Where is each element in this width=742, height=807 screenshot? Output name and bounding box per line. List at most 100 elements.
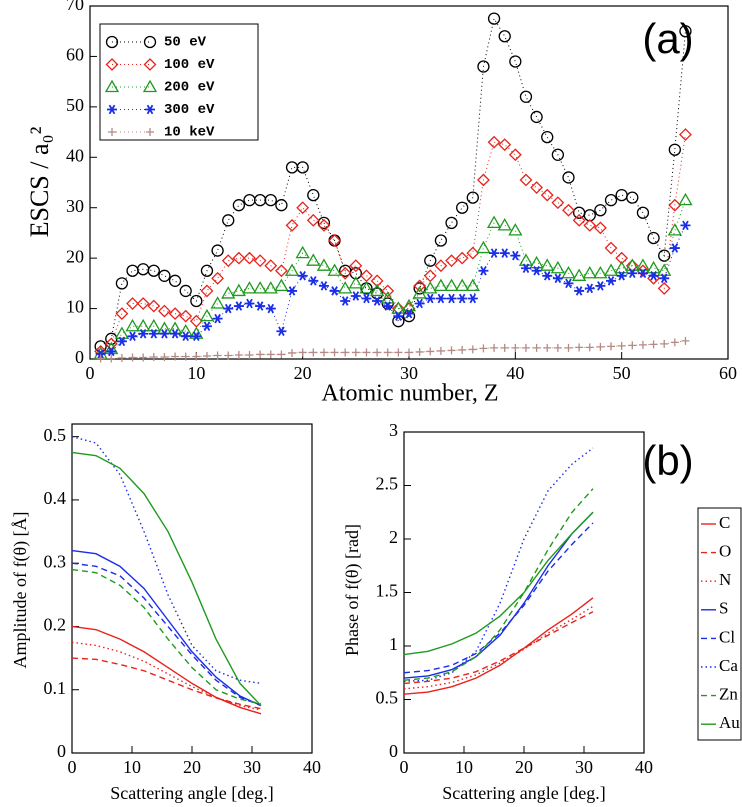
marker-shape <box>413 279 427 293</box>
marker <box>466 246 480 260</box>
marker-shape <box>232 251 246 265</box>
marker-shape <box>277 350 286 359</box>
marker-shape <box>139 353 148 362</box>
marker-shape <box>328 234 341 247</box>
marker <box>445 216 458 229</box>
marker <box>617 341 626 350</box>
marker <box>531 265 542 276</box>
x-tick-label: 40 <box>635 757 653 777</box>
marker-shape <box>574 286 585 296</box>
marker-shape <box>391 302 405 315</box>
marker <box>136 318 151 332</box>
marker <box>191 331 202 342</box>
marker <box>455 251 469 265</box>
marker <box>330 348 339 357</box>
marker-shape <box>309 348 318 357</box>
marker-shape <box>242 281 257 294</box>
marker-shape <box>584 283 595 294</box>
marker <box>391 302 405 315</box>
marker <box>455 278 470 292</box>
marker <box>94 340 107 353</box>
series-line <box>71 657 262 710</box>
marker <box>116 336 127 347</box>
marker <box>415 347 424 356</box>
marker <box>348 276 363 289</box>
marker <box>146 318 161 332</box>
marker <box>221 254 235 268</box>
marker <box>518 253 534 266</box>
marker-shape <box>190 294 203 308</box>
marker <box>670 338 679 347</box>
marker-shape <box>603 263 619 276</box>
y-tick-label: 0 <box>389 741 398 761</box>
marker <box>585 343 594 352</box>
marker-shape <box>317 218 331 232</box>
marker-shape <box>114 326 130 339</box>
marker-shape <box>329 286 340 296</box>
marker-shape <box>108 128 116 136</box>
marker <box>520 263 531 273</box>
series-line <box>403 522 594 674</box>
marker-shape <box>669 243 680 253</box>
marker <box>434 234 448 247</box>
marker-shape <box>116 336 127 347</box>
marker <box>139 353 148 362</box>
marker <box>372 296 383 306</box>
marker-shape <box>635 258 651 271</box>
marker <box>125 318 140 332</box>
marker-shape <box>657 263 672 276</box>
marker <box>138 329 149 339</box>
legend-label: 10 keV <box>164 125 215 141</box>
marker-shape <box>199 308 215 322</box>
marker-shape <box>405 348 413 357</box>
marker <box>487 12 501 25</box>
marker <box>316 258 332 271</box>
series-line <box>71 641 262 711</box>
y-tick-label: 0.1 <box>44 678 67 698</box>
marker <box>192 352 201 361</box>
marker <box>490 343 499 352</box>
marker <box>288 348 297 357</box>
marker <box>264 259 278 273</box>
marker-shape <box>668 198 682 212</box>
marker <box>189 326 204 339</box>
marker-shape <box>370 274 384 288</box>
marker <box>284 263 300 276</box>
y-tick-label: 20 <box>66 246 84 266</box>
marker-shape <box>95 349 106 359</box>
legend-label: O <box>719 542 731 561</box>
marker-shape <box>489 248 500 258</box>
marker <box>362 348 371 357</box>
marker-shape <box>521 343 530 352</box>
marker-shape <box>157 321 172 334</box>
marker-shape <box>433 278 449 292</box>
marker-shape <box>158 304 171 318</box>
marker-shape <box>487 135 501 149</box>
marker <box>456 201 469 214</box>
marker <box>264 193 277 207</box>
marker <box>425 293 436 304</box>
marker-shape <box>678 192 693 206</box>
x-tick-label: 30 <box>575 757 593 777</box>
y-axis-label: Amplitude of f(θ) [Å] <box>10 511 31 668</box>
marker <box>444 278 459 292</box>
marker <box>606 276 617 286</box>
marker-shape <box>222 214 235 227</box>
marker-shape <box>105 35 119 49</box>
marker <box>265 303 276 314</box>
marker <box>477 173 490 187</box>
series-line <box>71 562 262 707</box>
marker-shape <box>266 350 275 359</box>
marker <box>127 331 138 342</box>
series-line <box>71 549 262 707</box>
marker-shape <box>490 343 499 352</box>
marker-shape <box>551 196 565 210</box>
marker <box>179 309 193 323</box>
marker <box>128 353 137 362</box>
y-tick-label: 10 <box>66 297 84 317</box>
marker <box>593 221 607 235</box>
marker <box>498 30 511 43</box>
x-axis-label: Scattering angle [deg.] <box>442 783 605 803</box>
marker <box>458 345 467 354</box>
marker <box>530 110 543 124</box>
